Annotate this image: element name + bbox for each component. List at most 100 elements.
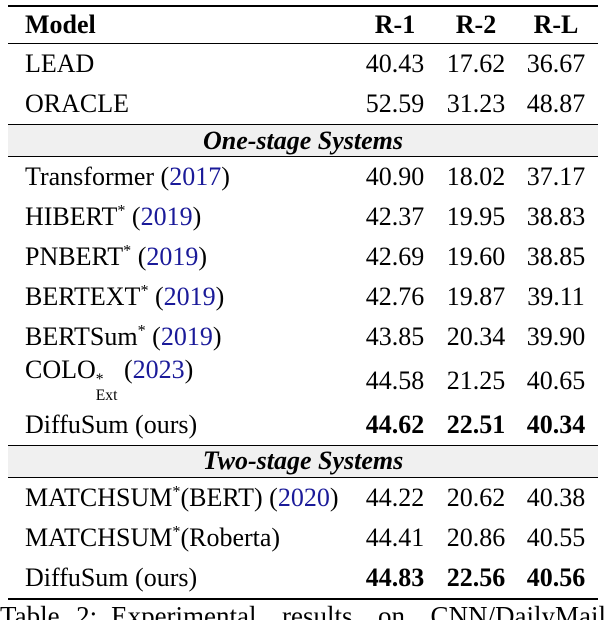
r1-value: 44.83 [365, 562, 425, 592]
r1-value: 44.62 [365, 409, 425, 439]
model-name-tail: (ours) [128, 409, 198, 439]
r1-value: 44.58 [365, 365, 425, 395]
citation-paren-close: ) [192, 202, 202, 231]
model-name-cell: DiffuSum (ours) [8, 558, 352, 599]
citation-link[interactable]: 2017 [169, 162, 222, 191]
table-row-lead: LEAD 40.43 17.62 36.67 [8, 44, 598, 85]
model-name: BERTEXT [25, 282, 141, 311]
model-name-tail: (ours) [128, 562, 198, 592]
model-name-cell: Transformer (2017) [8, 157, 352, 198]
r1-value: 42.76 [365, 282, 425, 311]
citation-paren-open: ( [131, 242, 147, 271]
model-name-tail: (BERT) [180, 482, 263, 512]
table-row-colo: COLO * Ext (2023) 44.58 21.25 40.65 [8, 357, 598, 405]
rl-value: 38.85 [526, 242, 586, 271]
model-name: DiffuSum [25, 562, 129, 592]
section-label: Two-stage Systems [8, 444, 598, 478]
model-name-cell: COLO * Ext (2023) [8, 357, 352, 405]
rl-value: 38.83 [526, 202, 586, 231]
asterisk-superscript: * [123, 242, 132, 260]
table-row-bertext: BERTEXT* (2019) 42.76 19.87 39.11 [8, 277, 598, 317]
rl-value: 40.38 [526, 482, 586, 512]
rl-value: 39.90 [526, 322, 586, 351]
citation-paren-open: ( [125, 202, 141, 231]
model-name: LEAD [25, 49, 95, 78]
r1-value: 44.22 [365, 482, 425, 512]
asterisk-superscript: * [95, 370, 104, 388]
table-row-pnbert: PNBERT* (2019) 42.69 19.60 38.85 [8, 237, 598, 277]
model-name-cell: MATCHSUM*(BERT) (2020) [8, 477, 352, 518]
asterisk-superscript: * [137, 322, 146, 340]
asterisk-superscript: * [140, 282, 149, 300]
section-header-two-stage: Two-stage Systems [8, 444, 598, 478]
citation-paren-close: ) [329, 482, 339, 512]
citation-paren-open: ( [154, 162, 170, 191]
model-name-cell: ORACLE [8, 84, 352, 125]
citation-paren-open: ( [117, 355, 133, 384]
caption-text: Experimental results on CNN/DailyMail [111, 601, 606, 620]
column-header-model: Model [8, 6, 352, 44]
table-row-oracle: ORACLE 52.59 31.23 48.87 [8, 84, 598, 125]
r2-value: 18.02 [446, 162, 506, 191]
r2-value: 17.62 [446, 49, 506, 78]
rl-value: 40.56 [526, 562, 586, 592]
r2-value: 21.25 [446, 365, 506, 395]
rl-value: 40.55 [526, 522, 586, 552]
r1-value: 42.69 [365, 242, 425, 271]
r2-value: 20.86 [446, 522, 506, 552]
r1-value: 43.85 [365, 322, 425, 351]
citation-link[interactable]: 2019 [146, 242, 199, 271]
citation-link[interactable]: 2019 [160, 322, 213, 351]
model-name: PNBERT [25, 242, 124, 271]
r2-value: 22.56 [446, 562, 506, 592]
r2-value: 22.51 [446, 409, 506, 439]
r1-value: 44.41 [365, 522, 425, 552]
citation-paren-open: ( [148, 282, 164, 311]
table-row-bertsum: BERTSum* (2019) 43.85 20.34 39.90 [8, 317, 598, 357]
citation-link[interactable]: 2019 [140, 202, 193, 231]
citation-paren-open: ( [262, 482, 278, 512]
citation-link[interactable]: 2019 [163, 282, 216, 311]
rl-value: 39.11 [527, 282, 585, 311]
model-name: DiffuSum [25, 409, 129, 439]
table-row-diffusum-two-stage: DiffuSum (ours) 44.83 22.56 40.56 [8, 558, 598, 599]
column-header-rl: R-L [514, 6, 598, 44]
r2-value: 19.60 [446, 242, 506, 271]
rl-value: 40.34 [526, 409, 586, 439]
rl-value: 36.67 [526, 49, 586, 78]
model-name-cell: BERTSum* (2019) [8, 317, 352, 357]
r2-value: 31.23 [446, 89, 506, 118]
model-name-cell: HIBERT* (2019) [8, 197, 352, 237]
citation-paren-close: ) [212, 322, 222, 351]
asterisk-superscript: * [172, 522, 181, 540]
model-name-tail: (Roberta) [180, 522, 281, 552]
table-row-hibert: HIBERT* (2019) 42.37 19.95 38.83 [8, 197, 598, 237]
rl-value: 40.65 [526, 365, 586, 395]
table-row-transformer: Transformer (2017) 40.90 18.02 37.17 [8, 157, 598, 198]
asterisk-superscript: * [117, 202, 126, 220]
ext-subscript: Ext [95, 387, 118, 405]
model-name: BERTSum [25, 322, 138, 351]
model-name: Transformer [25, 162, 155, 191]
model-name-cell: PNBERT* (2019) [8, 237, 352, 277]
citation-link[interactable]: 2020 [277, 482, 330, 512]
section-label: One-stage Systems [8, 124, 598, 157]
header-row: Model R-1 R-2 R-L [8, 6, 598, 44]
column-header-r1: R-1 [352, 6, 438, 44]
model-name-cell: BERTEXT* (2019) [8, 277, 352, 317]
r2-value: 20.34 [446, 322, 506, 351]
rl-value: 37.17 [526, 162, 586, 191]
citation-link[interactable]: 2023 [132, 355, 185, 384]
citation-paren-close: ) [215, 282, 225, 311]
caption-label: Table 2: [0, 601, 98, 620]
citation-paren-close: ) [221, 162, 230, 191]
section-header-one-stage: One-stage Systems [8, 124, 598, 157]
supsub-stack: * Ext [95, 370, 118, 405]
citation-paren-open: ( [145, 322, 161, 351]
r1-value: 40.90 [365, 162, 425, 191]
model-name: MATCHSUM [25, 482, 173, 512]
model-name: HIBERT [25, 202, 118, 231]
rl-value: 48.87 [526, 89, 586, 118]
model-name: COLO [25, 355, 96, 384]
